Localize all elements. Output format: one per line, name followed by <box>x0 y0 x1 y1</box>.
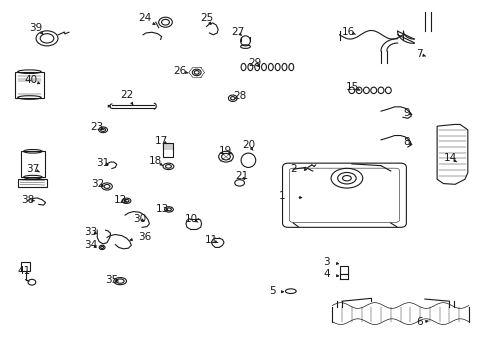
Text: 34: 34 <box>84 240 97 250</box>
Text: 2: 2 <box>289 163 296 174</box>
Text: 41: 41 <box>18 266 31 276</box>
Text: 13: 13 <box>156 204 169 214</box>
Bar <box>15 72 43 98</box>
Text: 24: 24 <box>138 13 151 23</box>
Text: 36: 36 <box>138 232 151 242</box>
Text: 18: 18 <box>149 156 162 166</box>
Text: 19: 19 <box>218 145 231 156</box>
Bar <box>21 151 44 177</box>
Text: 17: 17 <box>155 136 168 145</box>
Text: 33: 33 <box>84 227 97 237</box>
Bar <box>339 266 347 274</box>
Text: 10: 10 <box>185 214 198 224</box>
Text: 40: 40 <box>24 75 38 85</box>
Text: 29: 29 <box>248 58 261 68</box>
Text: 20: 20 <box>242 140 254 150</box>
Text: 26: 26 <box>173 66 186 76</box>
Text: 22: 22 <box>120 90 133 100</box>
Text: 31: 31 <box>96 158 109 168</box>
Text: 6: 6 <box>415 318 422 327</box>
Text: 8: 8 <box>402 138 409 147</box>
Text: 21: 21 <box>234 171 248 181</box>
Text: 37: 37 <box>26 163 39 174</box>
Bar <box>21 262 30 271</box>
Text: 15: 15 <box>346 82 359 93</box>
Text: 16: 16 <box>342 27 355 36</box>
Text: 28: 28 <box>232 91 246 101</box>
Text: 39: 39 <box>29 23 42 33</box>
Text: 4: 4 <box>323 269 329 279</box>
Bar <box>162 143 173 157</box>
Text: 30: 30 <box>133 214 146 224</box>
Text: 11: 11 <box>204 235 218 245</box>
Text: 5: 5 <box>269 286 276 296</box>
Text: 12: 12 <box>113 195 126 205</box>
Text: 1: 1 <box>278 191 285 201</box>
Text: 32: 32 <box>91 179 104 189</box>
Text: 3: 3 <box>323 257 329 267</box>
Text: 38: 38 <box>21 195 34 205</box>
Text: 25: 25 <box>200 13 213 23</box>
Text: 14: 14 <box>443 153 456 163</box>
Text: 7: 7 <box>415 49 422 59</box>
Text: 27: 27 <box>230 27 244 37</box>
Text: 35: 35 <box>105 275 118 285</box>
Text: 9: 9 <box>402 108 409 118</box>
Text: 23: 23 <box>90 122 103 132</box>
